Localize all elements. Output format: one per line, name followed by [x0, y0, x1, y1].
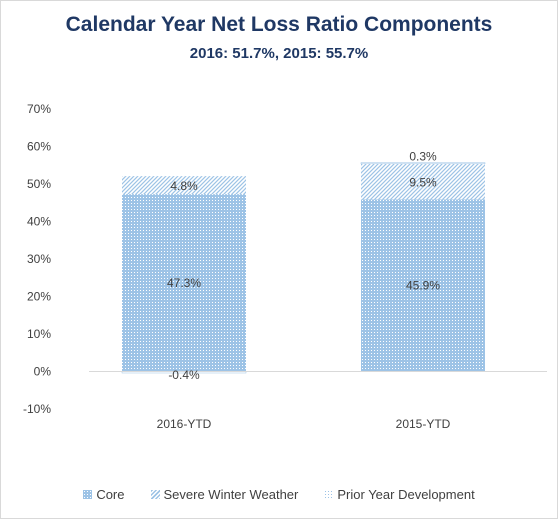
data-label-severe-winter-weather-2015-ytd: 9.5%	[409, 176, 437, 190]
bar-severe-winter-weather-2015-ytd	[361, 163, 485, 200]
data-label-severe-winter-weather-2016-ytd: 4.8%	[170, 179, 198, 193]
legend-item-prior-year-development: Prior Year Development	[324, 487, 475, 502]
bar-prior-year-development-2015-ytd	[360, 162, 486, 164]
data-label-prior-year-development-2016-ytd: -0.4%	[168, 368, 200, 382]
bar-core-2015-ytd	[361, 199, 485, 372]
y-axis: -10% 0% 10% 20% 30% 40% 50% 60% 70%	[23, 102, 51, 416]
legend-label-core: Core	[96, 487, 125, 502]
data-label-prior-year-development-2015-ytd: 0.3%	[409, 150, 437, 164]
chart-plot-area: -10% 0% 10% 20% 30% 40% 50% 60% 70% 2016-YTD 2015…	[23, 102, 547, 431]
y-tick-label: -10%	[23, 402, 51, 416]
y-tick-label: 60%	[27, 140, 51, 154]
y-tick-label: 0%	[34, 365, 52, 379]
y-tick-label: 10%	[27, 327, 51, 341]
x-axis: 2016-YTD 2015-YTD	[89, 371, 547, 431]
bar-core-2016-ytd	[122, 194, 246, 372]
legend-item-core: Core	[83, 487, 125, 502]
legend-swatch-prior-year-development	[324, 490, 334, 499]
chart-subtitle: 2016: 51.7%, 2015: 55.7%	[189, 45, 369, 62]
x-tick-label-2016-ytd: 2016-YTD	[157, 417, 212, 431]
y-tick-label: 40%	[27, 215, 51, 229]
y-tick-label: 30%	[27, 252, 51, 266]
legend-label-prior-year-development: Prior Year Development	[337, 487, 475, 502]
chart-title: Calendar Year Net Loss Ratio Components	[65, 13, 493, 36]
data-label-core-2016-ytd: 47.3%	[167, 276, 201, 290]
y-tick-label: 20%	[27, 290, 51, 304]
bars-group	[121, 162, 486, 374]
legend-swatch-core	[83, 490, 93, 499]
legend: Core Severe Winter Weather Prior Year De…	[1, 487, 557, 502]
data-label-core-2015-ytd: 45.9%	[406, 278, 440, 292]
bar-severe-winter-weather-2016-ytd	[122, 176, 246, 195]
legend-item-severe-winter-weather: Severe Winter Weather	[150, 487, 299, 502]
legend-swatch-severe-winter-weather	[150, 490, 160, 499]
y-tick-label: 70%	[27, 102, 51, 116]
legend-label-severe-winter-weather: Severe Winter Weather	[163, 487, 299, 502]
x-tick-label-2015-ytd: 2015-YTD	[396, 417, 451, 431]
data-labels-group: 47.3% 4.8% -0.4% 45.9% 9.5% 0.3%	[167, 150, 440, 382]
y-tick-label: 50%	[27, 177, 51, 191]
